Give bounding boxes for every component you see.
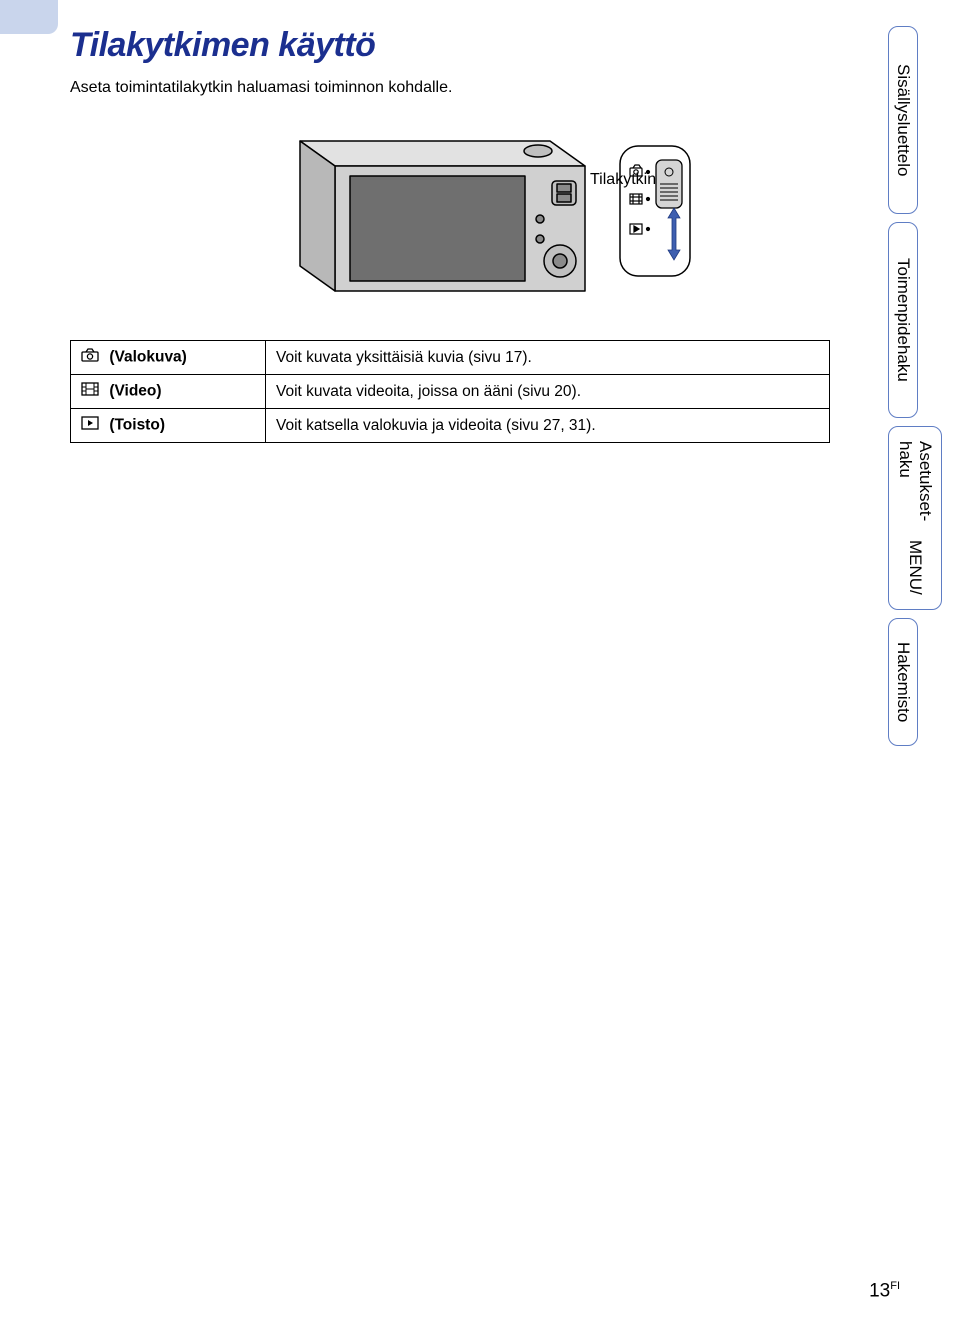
main-content: Tilakytkimen käyttö Aseta toimintatilaky… (70, 26, 830, 443)
tab-hakemisto[interactable]: Hakemisto (888, 618, 918, 746)
page-number: 13FI (869, 1280, 900, 1302)
header-accent-bar (0, 0, 58, 34)
diagram-label: Tilakytkin (590, 171, 656, 189)
mode-label: (Toisto) (109, 417, 165, 434)
page-title: Tilakytkimen käyttö (70, 26, 830, 65)
side-nav-tabs: Sisällysluettelo Toimenpidehaku Asetukse… (888, 26, 954, 754)
play-icon (81, 416, 99, 435)
mode-description: Voit katsella valokuvia ja videoita (siv… (266, 409, 830, 443)
table-row: (Video) Voit kuvata videoita, joissa on … (71, 375, 830, 409)
tab-label-menu: MENU/ (903, 540, 927, 595)
mode-cell: (Toisto) (71, 409, 266, 443)
film-icon (81, 382, 99, 401)
tab-toimenpidehaku[interactable]: Toimenpidehaku (888, 222, 918, 418)
camera-icon (81, 348, 99, 367)
page-subtitle: Aseta toimintatilakytkin haluamasi toimi… (70, 79, 830, 97)
mode-table: (Valokuva) Voit kuvata yksittäisiä kuvia… (70, 340, 830, 443)
page-number-suffix: FI (890, 1280, 900, 1292)
tab-label-asetukset: Asetukset-haku (893, 441, 937, 540)
camera-diagram (70, 111, 830, 326)
mode-label: (Video) (109, 383, 161, 400)
tab-sisallysluettelo[interactable]: Sisällysluettelo (888, 26, 918, 214)
table-row: (Valokuva) Voit kuvata yksittäisiä kuvia… (71, 341, 830, 375)
page-number-value: 13 (869, 1280, 890, 1301)
mode-description: Voit kuvata videoita, joissa on ääni (si… (266, 375, 830, 409)
table-row: (Toisto) Voit katsella valokuvia ja vide… (71, 409, 830, 443)
mode-cell: (Video) (71, 375, 266, 409)
tab-menu-asetukset[interactable]: Asetukset-haku MENU/ (888, 426, 942, 610)
mode-description: Voit kuvata yksittäisiä kuvia (sivu 17). (266, 341, 830, 375)
mode-label: (Valokuva) (109, 349, 187, 366)
mode-cell: (Valokuva) (71, 341, 266, 375)
